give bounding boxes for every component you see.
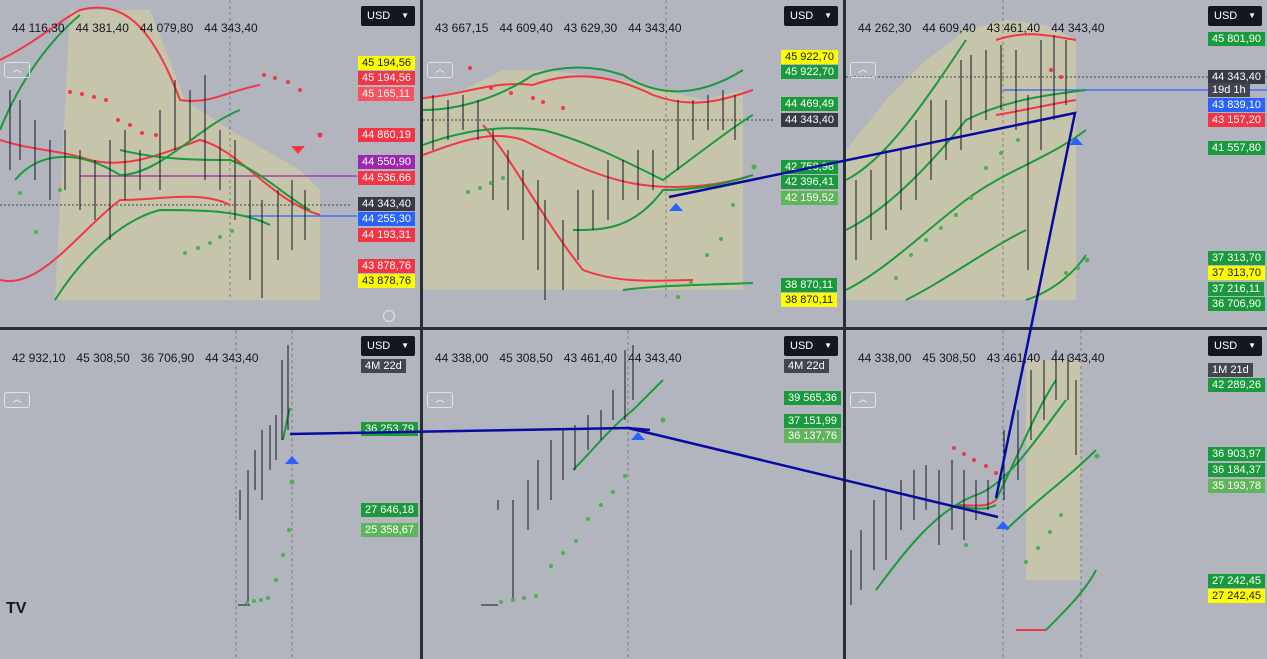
currency-select[interactable]: USD ▼ [784,336,838,356]
chart-plot-4[interactable] [0,330,420,659]
price-label: 27 242,45 [1208,574,1265,588]
chart-pane-5[interactable]: 44 338,00 45 308,50 43 461,40 44 343,40 USD… [423,330,843,659]
collapse-button[interactable]: ︿ [427,62,453,78]
chart-pane-4[interactable]: 42 932,10 45 308,50 36 706,90 44 343,40 USD… [0,330,420,659]
price-label: 27 646,18 [361,503,418,517]
settings-icon[interactable] [383,310,395,322]
currency-select[interactable]: USD ▼ [1208,336,1262,356]
price-label: 44 193,31 [358,228,415,242]
price-label: 44 536,66 [358,171,415,185]
price-label: 41 557,80 [1208,141,1265,155]
range-duration-label: 4M 22d [784,359,829,373]
price-label: 38 870,11 [781,293,838,307]
ohlc-readout: 44 262,30 44 609,40 43 461,40 44 343,40 [858,21,1105,35]
price-label: 42 396,41 [781,175,838,189]
ohlc-readout: 44 338,00 45 308,50 43 461,40 44 343,40 [858,351,1105,365]
price-label: 43 839,10 [1208,98,1265,112]
price-label: 37 151,99 [784,414,841,428]
price-label: 39 565,36 [784,391,841,405]
chart-pane-6[interactable]: 44 338,00 45 308,50 43 461,40 44 343,40 USD… [846,330,1267,659]
price-label: 35 193,78 [1208,479,1265,493]
chart-plot-1[interactable] [0,0,420,327]
currency-select[interactable]: USD ▼ [361,336,415,356]
chart-plot-5[interactable] [423,330,843,659]
ohlc-readout: 43 667,15 44 609,40 43 629,30 44 343,40 [435,21,682,35]
price-label: 45 194,56 [358,56,415,70]
price-label: 45 801,90 [1208,32,1265,46]
price-label: 42 758,98 [781,160,838,174]
chevron-down-icon: ▼ [824,341,832,350]
price-label: 43 878,76 [358,259,415,273]
tradingview-logo: TV [6,600,27,617]
price-label: 37 216,11 [1208,282,1265,296]
price-label: 44 343,40 [1208,70,1265,84]
price-label: 45 165,11 [358,87,415,101]
collapse-button[interactable]: ︿ [427,392,453,408]
price-label: 45 922,70 [781,50,838,64]
price-label: 36 184,37 [1208,463,1265,477]
price-label: 37 313,70 [1208,251,1265,265]
price-label: 43 157,20 [1208,113,1265,127]
range-duration-label: 4M 22d [361,359,406,373]
price-label: 44 469,49 [781,97,838,111]
price-label: 44 343,40 [781,113,838,127]
bar-countdown: 19d 1h [1208,83,1250,97]
price-label: 36 903,97 [1208,447,1265,461]
price-label: 37 313,70 [1208,266,1265,280]
price-label: 27 242,45 [1208,589,1265,603]
ohlc-readout: 42 932,10 45 308,50 36 706,90 44 343,40 [12,351,259,365]
price-label: 42 289,26 [1208,378,1265,392]
chart-plot-6[interactable] [846,330,1267,659]
price-label: 25 358,67 [361,523,418,537]
chevron-down-icon: ▼ [401,341,409,350]
chevron-down-icon: ▼ [1248,341,1256,350]
currency-select[interactable]: USD ▼ [784,6,838,26]
chevron-down-icon: ▼ [824,11,832,20]
price-label: 44 860,19 [358,128,415,142]
price-label: 36 706,90 [1208,297,1265,311]
price-label: 42 159,52 [781,191,838,205]
ohlc-readout: 44 338,00 45 308,50 43 461,40 44 343,40 [435,351,682,365]
price-label: 45 194,56 [358,71,415,85]
chevron-down-icon: ▼ [401,11,409,20]
chart-pane-1[interactable]: 44 116,30 44 381,40 44 079,80 44 343,40 USD… [0,0,420,327]
chart-pane-3[interactable]: 44 262,30 44 609,40 43 461,40 44 343,40 USD… [846,0,1267,327]
collapse-button[interactable]: ︿ [4,392,30,408]
currency-select[interactable]: USD ▼ [1208,6,1262,26]
price-label: 38 870,11 [781,278,838,292]
collapse-button[interactable]: ︿ [850,392,876,408]
price-label: 44 550,90 [358,155,415,169]
collapse-button[interactable]: ︿ [850,62,876,78]
chart-pane-2[interactable]: 43 667,15 44 609,40 43 629,30 44 343,40 USD… [423,0,843,327]
collapse-button[interactable]: ︿ [4,62,30,78]
price-label: 36 253,79 [361,422,418,436]
price-label: 43 878,76 [358,274,415,288]
chart-plot-3[interactable] [846,0,1267,327]
price-label: 36 137,76 [784,429,841,443]
currency-select[interactable]: USD ▼ [361,6,415,26]
price-label: 44 255,30 [358,212,415,226]
chart-plot-2[interactable] [423,0,843,327]
price-label: 45 922,70 [781,65,838,79]
price-label: 44 343,40 [358,197,415,211]
chevron-down-icon: ▼ [1248,11,1256,20]
range-duration-label: 1M 21d [1208,363,1253,377]
ohlc-readout: 44 116,30 44 381,40 44 079,80 44 343,40 [12,21,258,35]
